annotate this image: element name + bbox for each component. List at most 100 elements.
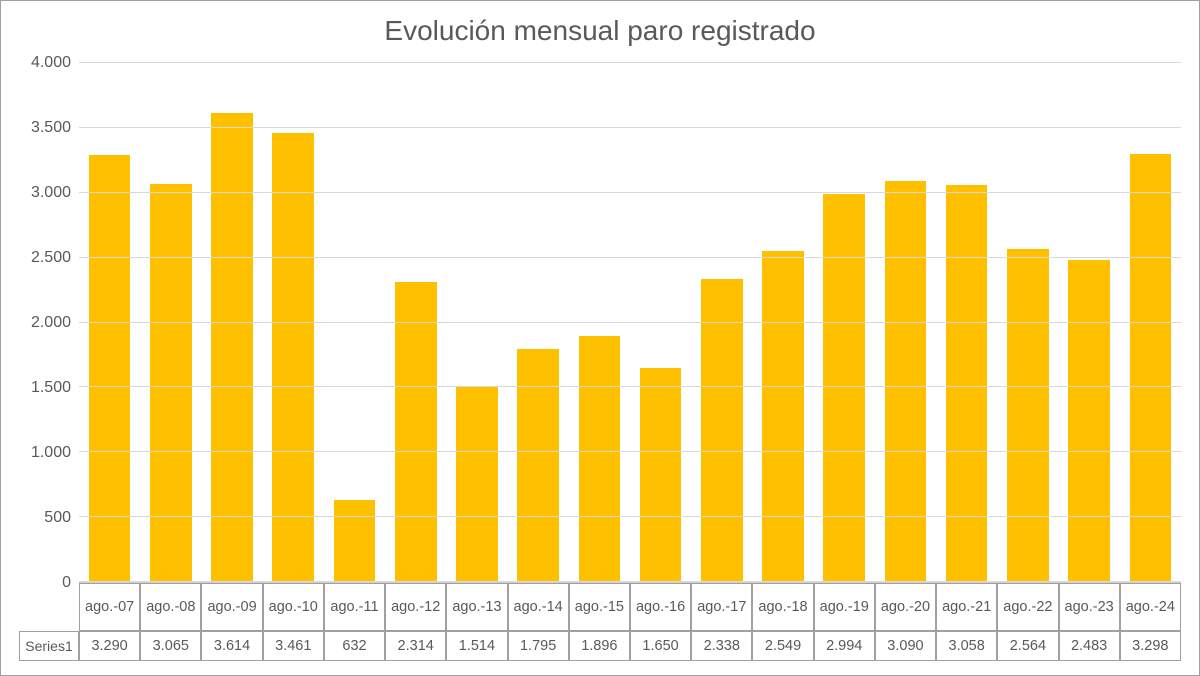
value-cell: 2.314	[385, 631, 446, 661]
bar	[701, 279, 743, 582]
value-cell: 1.514	[446, 631, 507, 661]
y-tick-label: 2.500	[19, 249, 71, 267]
bar	[823, 194, 865, 582]
value-cell: 1.795	[508, 631, 569, 661]
category-cell: ago.-22	[997, 583, 1058, 631]
gridline	[79, 127, 1181, 128]
category-cell: ago.-12	[385, 583, 446, 631]
category-cell: ago.-19	[814, 583, 875, 631]
bar-slot	[79, 63, 140, 582]
gridline	[79, 192, 1181, 193]
value-cell: 2.549	[752, 631, 813, 661]
gridline	[79, 581, 1181, 582]
category-cell: ago.-11	[324, 583, 385, 631]
category-cell: ago.-10	[263, 583, 324, 631]
value-cell: 1.896	[569, 631, 630, 661]
bar	[640, 368, 682, 582]
value-cell: 3.461	[263, 631, 324, 661]
y-tick-label: 0	[19, 574, 71, 592]
bar	[272, 133, 314, 582]
category-cell: ago.-08	[140, 583, 201, 631]
value-cell: 1.650	[630, 631, 691, 661]
bar	[150, 184, 192, 582]
value-cell: 3.614	[201, 631, 262, 661]
bar	[89, 155, 131, 582]
value-cell: 632	[324, 631, 385, 661]
bar-slot	[630, 63, 691, 582]
bar-slot	[752, 63, 813, 582]
bar-slot	[140, 63, 201, 582]
value-cell: 3.058	[936, 631, 997, 661]
category-cell: ago.-20	[875, 583, 936, 631]
category-cell: ago.-14	[508, 583, 569, 631]
value-cell: 2.564	[997, 631, 1058, 661]
category-cells: ago.-07ago.-08ago.-09ago.-10ago.-11ago.-…	[79, 583, 1181, 631]
bar-slot	[263, 63, 324, 582]
category-cell: ago.-23	[1059, 583, 1120, 631]
chart-title: Evolución mensual paro registrado	[1, 1, 1199, 53]
bar-slot	[1120, 63, 1181, 582]
category-cell: ago.-17	[691, 583, 752, 631]
y-tick-label: 2.000	[19, 314, 71, 332]
bar	[211, 113, 253, 582]
gridline	[79, 257, 1181, 258]
chart-container: Evolución mensual paro registrado 0 500 1.…	[0, 0, 1200, 676]
category-cell: ago.-07	[79, 583, 140, 631]
value-cell: 3.290	[79, 631, 140, 661]
bar-slot	[201, 63, 262, 582]
bar	[1068, 260, 1110, 582]
value-cells: 3.2903.0653.6143.4616322.3141.5141.7951.…	[79, 631, 1181, 661]
bar	[395, 282, 437, 582]
bar-slot	[508, 63, 569, 582]
bar	[517, 349, 559, 582]
y-tick-label: 1.500	[19, 379, 71, 397]
category-cell: ago.-21	[936, 583, 997, 631]
y-axis: 05001.0001.5002.0002.5003.0003.5004.000	[19, 63, 79, 583]
gridline	[79, 451, 1181, 452]
category-cell: ago.-16	[630, 583, 691, 631]
bar-slot	[569, 63, 630, 582]
bar	[579, 336, 621, 582]
bar-slot	[875, 63, 936, 582]
bar	[456, 386, 498, 582]
bar-slot	[997, 63, 1058, 582]
value-cell: 2.338	[691, 631, 752, 661]
bar-slot	[1059, 63, 1120, 582]
value-cell: 2.994	[814, 631, 875, 661]
y-tick-label: 1.000	[19, 444, 71, 462]
plot-wrapper: 05001.0001.5002.0002.5003.0003.5004.000 …	[19, 63, 1181, 661]
bar	[334, 500, 376, 582]
bar	[946, 185, 988, 582]
value-cell: 3.298	[1120, 631, 1181, 661]
bar-slot	[324, 63, 385, 582]
bar	[885, 181, 927, 582]
category-cell: ago.-15	[569, 583, 630, 631]
category-row: ago.-07ago.-08ago.-09ago.-10ago.-11ago.-…	[19, 583, 1181, 631]
plot-area	[79, 63, 1181, 583]
category-cell: ago.-13	[446, 583, 507, 631]
gridline	[79, 322, 1181, 323]
plot-row: 05001.0001.5002.0002.5003.0003.5004.000	[19, 63, 1181, 583]
y-tick-label: 500	[19, 509, 71, 527]
value-cell: 3.090	[875, 631, 936, 661]
gridline	[79, 386, 1181, 387]
y-tick-label: 3.000	[19, 184, 71, 202]
bar	[762, 251, 804, 582]
bar	[1007, 249, 1049, 582]
bar-slot	[446, 63, 507, 582]
bar-slot	[691, 63, 752, 582]
y-tick-label: 4.000	[19, 54, 71, 72]
values-row: Series1 3.2903.0653.6143.4616322.3141.51…	[19, 631, 1181, 661]
category-cell: ago.-18	[752, 583, 813, 631]
gridline	[79, 516, 1181, 517]
bar-slot	[814, 63, 875, 582]
category-cell: ago.-24	[1120, 583, 1181, 631]
bar-slot	[385, 63, 446, 582]
bar	[1130, 154, 1172, 582]
data-table: ago.-07ago.-08ago.-09ago.-10ago.-11ago.-…	[19, 583, 1181, 661]
bar-slot	[936, 63, 997, 582]
y-tick-label: 3.500	[19, 119, 71, 137]
gridline	[79, 62, 1181, 63]
value-cell: 2.483	[1059, 631, 1120, 661]
value-cell: 3.065	[140, 631, 201, 661]
